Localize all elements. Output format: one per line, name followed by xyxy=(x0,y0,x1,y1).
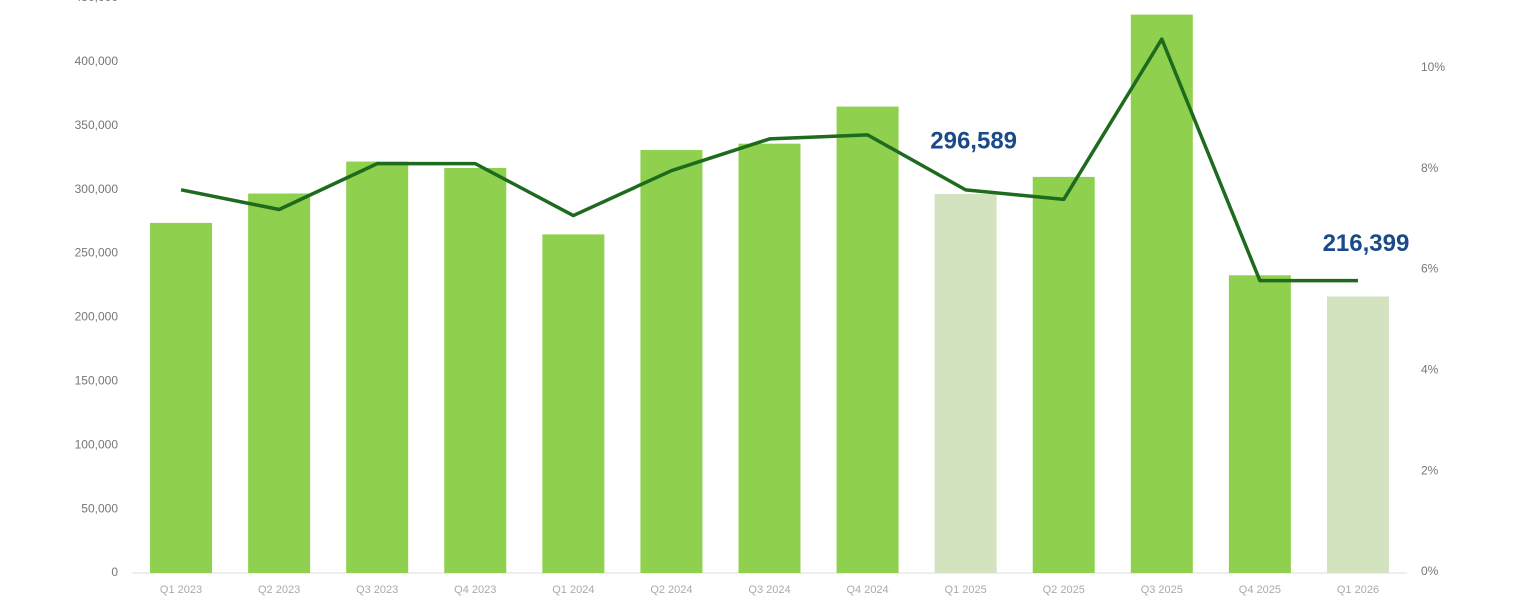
x-tick-label: Q1 2026 xyxy=(1337,584,1379,596)
x-tick-label: Q3 2025 xyxy=(1141,584,1183,596)
bar xyxy=(1326,296,1389,573)
bar xyxy=(934,194,997,574)
x-tick-label: Q3 2023 xyxy=(356,584,398,596)
x-tick-label: Q1 2023 xyxy=(160,584,202,596)
x-tick-label: Q4 2025 xyxy=(1239,584,1281,596)
y2-tick-label: 6% xyxy=(1421,262,1439,276)
bar xyxy=(1032,176,1095,573)
y2-tick-label: 4% xyxy=(1421,363,1439,377)
value-label: 216,399 xyxy=(1323,230,1410,257)
bar xyxy=(542,234,605,573)
bar xyxy=(150,222,213,573)
y2-tick-label: 10% xyxy=(1421,60,1445,74)
y-tick-label: 150,000 xyxy=(75,374,119,388)
bar xyxy=(1228,275,1291,573)
bar xyxy=(346,161,409,574)
y2-tick-label: 0% xyxy=(1421,564,1439,578)
x-tick-label: Q2 2025 xyxy=(1043,584,1085,596)
bar xyxy=(836,106,899,573)
y-tick-label: 350,000 xyxy=(75,118,119,132)
x-tick-label: Q1 2025 xyxy=(945,584,987,596)
value-label: 296,589 xyxy=(930,127,1017,154)
bar xyxy=(444,167,507,573)
x-tick-label: Q1 2024 xyxy=(552,584,594,596)
x-tick-label: Q2 2023 xyxy=(258,584,300,596)
x-tick-label: Q4 2023 xyxy=(454,584,496,596)
x-tick-label: Q3 2024 xyxy=(748,584,790,596)
y-tick-label: 100,000 xyxy=(75,437,119,451)
line xyxy=(180,37,1358,283)
bar xyxy=(640,150,703,574)
bar xyxy=(248,193,311,573)
y-tick-label: 250,000 xyxy=(75,246,119,260)
y-tick-label: 300,000 xyxy=(75,182,119,196)
bar xyxy=(738,143,801,573)
y2-tick-label: 2% xyxy=(1421,463,1439,477)
y-tick-label: 0 xyxy=(111,565,118,579)
y-tick-label: 400,000 xyxy=(75,54,119,68)
x-tick-label: Q4 2024 xyxy=(846,584,888,596)
bar xyxy=(1130,14,1193,574)
y-tick-label: 200,000 xyxy=(75,310,119,324)
y-tick-label: 50,000 xyxy=(81,501,118,515)
y-tick-label: 450,000 xyxy=(75,0,119,4)
y2-tick-label: 8% xyxy=(1421,161,1439,175)
x-tick-label: Q2 2024 xyxy=(650,584,692,596)
